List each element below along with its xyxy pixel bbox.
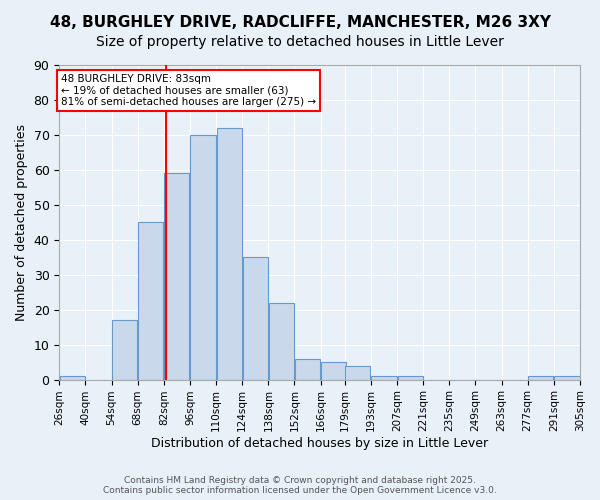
- X-axis label: Distribution of detached houses by size in Little Lever: Distribution of detached houses by size …: [151, 437, 488, 450]
- Bar: [371, 376, 397, 380]
- Bar: [554, 376, 580, 380]
- Bar: [242, 258, 268, 380]
- Bar: [112, 320, 137, 380]
- Bar: [138, 222, 163, 380]
- Bar: [217, 128, 242, 380]
- Bar: [321, 362, 346, 380]
- Text: 48, BURGHLEY DRIVE, RADCLIFFE, MANCHESTER, M26 3XY: 48, BURGHLEY DRIVE, RADCLIFFE, MANCHESTE…: [49, 15, 551, 30]
- Text: 48 BURGHLEY DRIVE: 83sqm
← 19% of detached houses are smaller (63)
81% of semi-d: 48 BURGHLEY DRIVE: 83sqm ← 19% of detach…: [61, 74, 316, 107]
- Bar: [346, 366, 370, 380]
- Bar: [164, 174, 190, 380]
- Bar: [295, 358, 320, 380]
- Bar: [60, 376, 85, 380]
- Bar: [528, 376, 553, 380]
- Bar: [269, 302, 294, 380]
- Y-axis label: Number of detached properties: Number of detached properties: [15, 124, 28, 321]
- Text: Contains HM Land Registry data © Crown copyright and database right 2025.
Contai: Contains HM Land Registry data © Crown c…: [103, 476, 497, 495]
- Bar: [190, 135, 215, 380]
- Bar: [398, 376, 423, 380]
- Text: Size of property relative to detached houses in Little Lever: Size of property relative to detached ho…: [96, 35, 504, 49]
